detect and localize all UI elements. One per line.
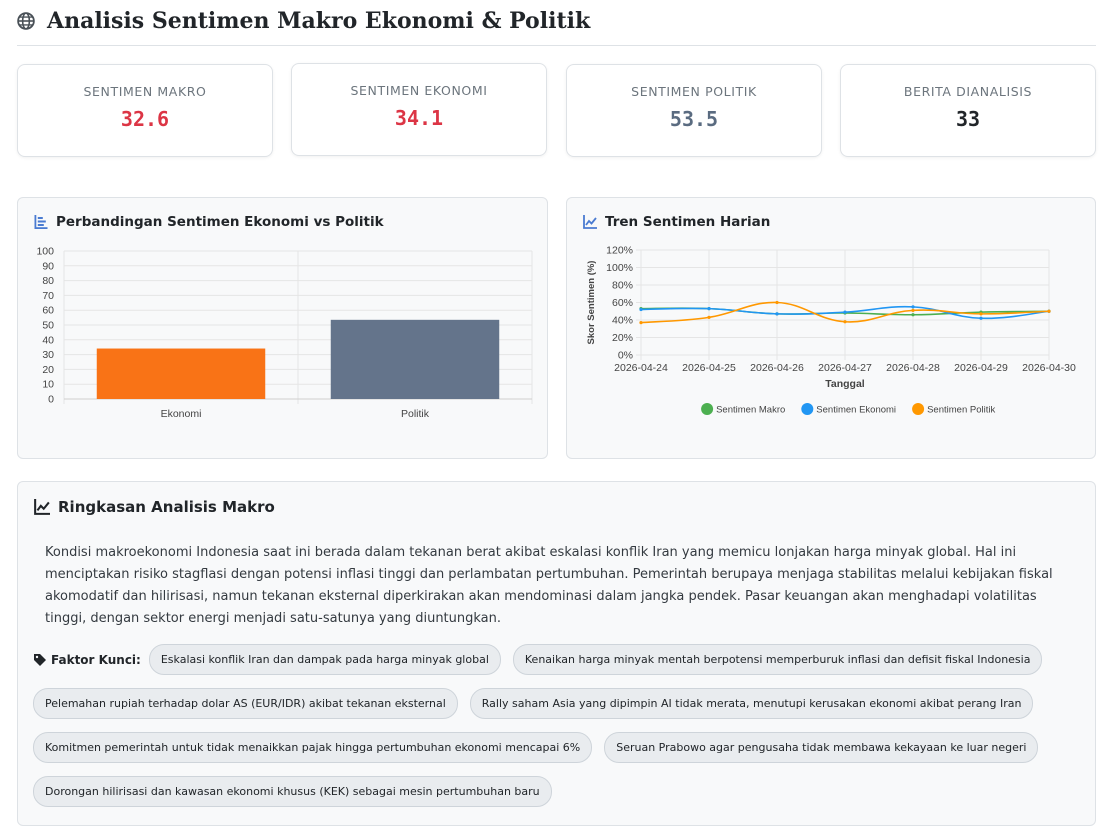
key-factors-label-text: Faktor Kunci: xyxy=(51,652,141,667)
y-tick-label: 50 xyxy=(42,320,54,332)
line-chart-icon xyxy=(34,499,50,515)
data-point xyxy=(911,305,915,309)
summary-text: Kondisi makroekonomi Indonesia saat ini … xyxy=(45,545,1053,626)
y-tick-label: 120% xyxy=(606,245,633,257)
y-tick-label: 70 xyxy=(42,290,54,302)
stat-value: 33 xyxy=(955,107,981,131)
factor-chip: Eskalasi konflik Iran dan dampak pada ha… xyxy=(148,644,501,675)
key-factors-label: Faktor Kunci: xyxy=(33,653,141,667)
bar-chart-title-text: Perbandingan Sentimen Ekonomi vs Politik xyxy=(56,214,384,230)
x-tick-label: 2026-04-30 xyxy=(1022,362,1076,374)
stat-card-ekonomi: SENTIMEN EKONOMI 34.1 xyxy=(291,63,547,156)
stat-card-makro: SENTIMEN MAKRO 32.6 xyxy=(17,64,273,157)
bar-chart-icon xyxy=(34,215,48,229)
x-tick-label: 2026-04-29 xyxy=(954,362,1008,374)
y-tick-label: 60 xyxy=(42,305,54,317)
factor-chip: Komitmen pemerintah untuk tidak menaikka… xyxy=(33,732,593,763)
tags-icon xyxy=(34,653,46,666)
y-tick-label: 10 xyxy=(42,379,54,391)
line-chart-icon xyxy=(583,215,597,229)
y-tick-label: 90 xyxy=(42,260,54,272)
summary-panel: Ringkasan Analisis Makro Kondisi makroek… xyxy=(17,481,1096,826)
data-point xyxy=(1047,309,1051,313)
factor-chip: Seruan Prabowo agar pengusaha tidak memb… xyxy=(604,732,1039,763)
x-tick-label: 2026-04-25 xyxy=(682,362,736,374)
y-tick-label: 0 xyxy=(48,394,54,406)
trend-chart-title-text: Tren Sentimen Harian xyxy=(605,214,771,230)
legend-label: Sentimen Ekonomi xyxy=(816,405,896,416)
data-point xyxy=(707,315,711,319)
bar xyxy=(330,319,500,399)
y-tick-label: 40 xyxy=(42,334,54,346)
bar-chart-panel: Perbandingan Sentimen Ekonomi vs Politik… xyxy=(17,197,548,459)
y-tick-label: 80% xyxy=(612,280,633,292)
y-tick-label: 100% xyxy=(606,262,633,274)
y-tick-label: 40% xyxy=(612,315,633,327)
stat-value: 32.6 xyxy=(120,107,170,131)
summary-title-text: Ringkasan Analisis Makro xyxy=(58,498,275,516)
data-point xyxy=(775,300,779,305)
x-axis-title: Tanggal xyxy=(825,378,865,390)
y-tick-label: 80 xyxy=(42,275,54,287)
summary-title: Ringkasan Analisis Makro xyxy=(34,498,275,516)
trend-chart: 0% 20% 40% 60% 80% 100% 120% 2026-04-24 2026-04-… xyxy=(586,245,1076,416)
data-point xyxy=(843,310,847,314)
legend-swatch xyxy=(912,403,925,415)
stat-card-politik: SENTIMEN POLITIK 53.5 xyxy=(566,64,822,157)
globe-icon xyxy=(17,11,35,30)
y-tick-label: 20 xyxy=(42,364,54,376)
bar-chart: 0 10 20 30 40 50 60 70 80 90 100 Ekonomi Politik xyxy=(36,246,533,420)
factor-chip: Dorongan hilirisasi dan kawasan ekonomi … xyxy=(33,776,552,807)
page-title: Analisis Sentimen Makro Ekonomi & Politi… xyxy=(47,7,591,34)
bar xyxy=(96,348,266,399)
stat-value: 53.5 xyxy=(669,107,719,131)
y-tick-label: 20% xyxy=(612,332,633,344)
x-tick-label: Ekonomi xyxy=(161,408,202,420)
page-header: Analisis Sentimen Makro Ekonomi & Politi… xyxy=(17,4,1096,46)
stat-label: SENTIMEN MAKRO xyxy=(83,84,207,99)
key-factors: Faktor Kunci: Eskalasi konflik Iran dan … xyxy=(33,644,1083,807)
trend-chart-title: Tren Sentimen Harian xyxy=(583,214,770,230)
x-tick-label: 2026-04-24 xyxy=(614,362,668,374)
data-point xyxy=(639,321,643,325)
x-tick-label: Politik xyxy=(401,408,430,420)
data-point xyxy=(979,316,983,320)
stat-label: SENTIMEN POLITIK xyxy=(631,84,757,99)
factor-chip: Kenaikan harga minyak mentah berpotensi … xyxy=(512,644,1043,675)
y-tick-label: 60% xyxy=(612,297,633,309)
trend-chart-panel: Tren Sentimen Harian 0% 20% 40% 60% 80% 100% 1… xyxy=(566,197,1096,459)
y-axis-title: Skor Sentimen (%) xyxy=(586,261,597,345)
factor-chip: Pelemahan rupiah terhadap dolar AS (EUR/… xyxy=(33,688,458,719)
data-point xyxy=(843,320,847,324)
data-point xyxy=(707,307,711,311)
stat-card-berita: BERITA DIANALISIS 33 xyxy=(840,64,1096,157)
legend-swatch xyxy=(701,403,714,415)
data-point xyxy=(979,312,983,316)
data-point xyxy=(639,307,643,312)
data-point xyxy=(911,308,915,312)
x-tick-label: 2026-04-27 xyxy=(818,362,872,374)
legend-label: Sentimen Makro xyxy=(716,405,785,416)
data-point xyxy=(911,313,915,317)
data-point xyxy=(775,312,779,316)
x-tick-label: 2026-04-26 xyxy=(750,362,804,374)
bar-chart-title: Perbandingan Sentimen Ekonomi vs Politik xyxy=(34,214,384,230)
legend-label: Sentimen Politik xyxy=(927,405,995,416)
y-tick-label: 100 xyxy=(36,246,54,258)
y-tick-label: 30 xyxy=(42,349,54,361)
y-tick-label: 0% xyxy=(618,350,633,362)
stat-value: 34.1 xyxy=(394,106,444,130)
stat-label: SENTIMEN EKONOMI xyxy=(350,83,488,98)
x-tick-label: 2026-04-28 xyxy=(886,362,940,374)
legend-swatch xyxy=(801,403,814,415)
stat-label: BERITA DIANALISIS xyxy=(903,84,1033,99)
factor-chip: Rally saham Asia yang dipimpin AI tidak … xyxy=(469,688,1034,719)
